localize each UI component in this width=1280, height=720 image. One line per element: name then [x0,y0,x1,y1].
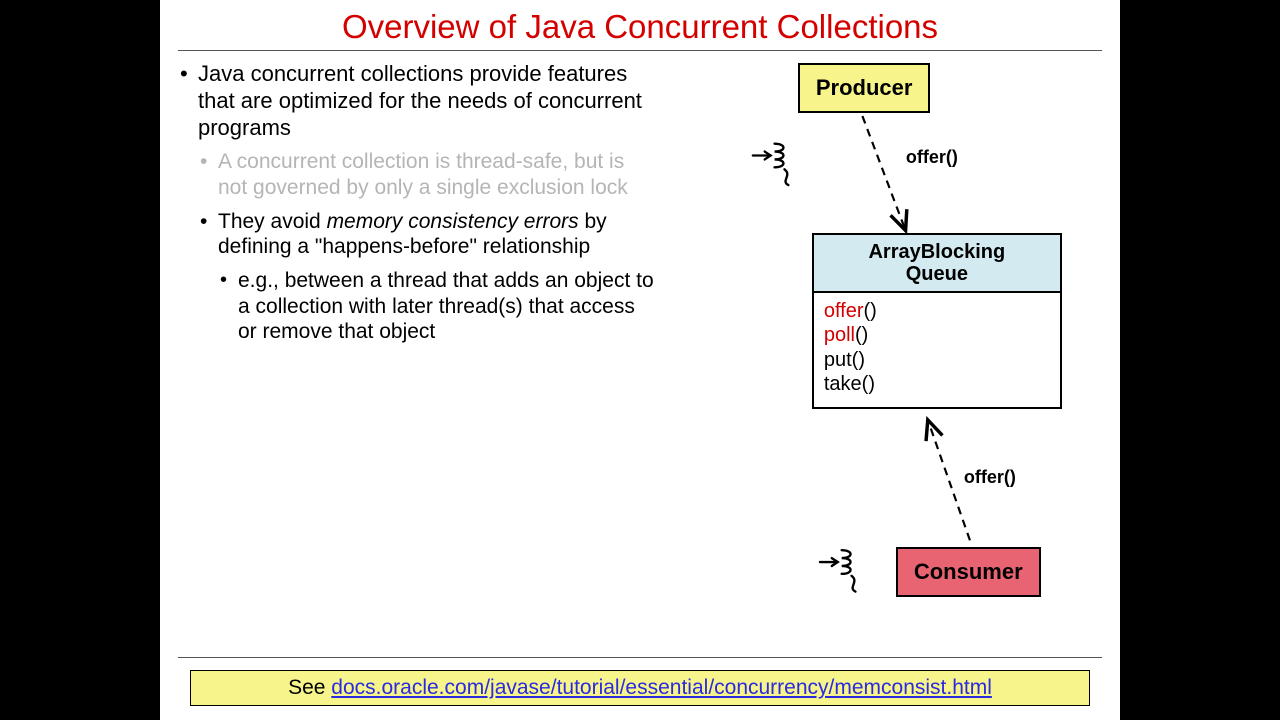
b2b-pre: They avoid [218,210,327,233]
producer-box: Producer [798,63,931,113]
arrow-producer-queue [862,116,904,228]
queue-method: take() [824,372,1050,396]
content-row: Java concurrent collections provide feat… [178,61,1102,621]
bullet-2b: They avoid memory consistency errors by … [178,209,658,260]
footer-box: See docs.oracle.com/javase/tutorial/esse… [190,670,1090,706]
bullet-3: e.g., between a thread that adds an obje… [178,268,658,345]
slide: Overview of Java Concurrent Collections … [160,0,1120,720]
offer-label-bottom: offer() [964,467,1016,488]
footer-divider [178,657,1102,658]
footer-link[interactable]: docs.oracle.com/javase/tutorial/essentia… [331,676,992,699]
queue-header: ArrayBlockingQueue [814,235,1060,293]
queue-method: poll() [824,323,1050,347]
queue-box: ArrayBlockingQueue offer()poll()put()tak… [812,233,1062,409]
bullet-1: Java concurrent collections provide feat… [178,61,658,141]
diagram: Producer offer() ArrayBlockingQueue offe… [668,61,1102,621]
spring-bottom [820,550,856,591]
queue-method: offer() [824,299,1050,323]
spring-top [753,144,789,185]
b2b-italic: memory consistency errors [327,210,579,233]
queue-method: put() [824,348,1050,372]
consumer-box: Consumer [896,547,1041,597]
queue-body: offer()poll()put()take() [814,293,1060,407]
footer-prefix: See [288,676,331,699]
page-title: Overview of Java Concurrent Collections [178,8,1102,51]
bullet-2-gray: A concurrent collection is thread-safe, … [178,149,658,200]
bullet-list: Java concurrent collections provide feat… [178,61,658,621]
offer-label-top: offer() [906,147,958,168]
